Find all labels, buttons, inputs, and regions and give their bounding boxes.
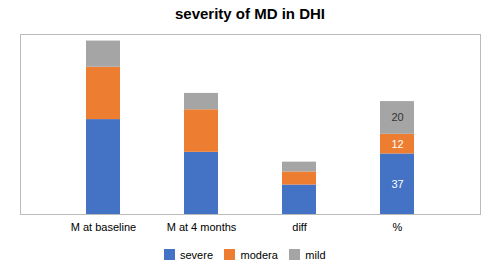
html-text:severe: severe: [180, 248, 213, 261]
svg-text:37: 37: [391, 178, 403, 190]
svg-text:M at baseline: M at baseline: [71, 221, 136, 233]
svg-text:12: 12: [391, 138, 403, 150]
html-text:mild: mild: [305, 248, 326, 261]
svg-text:%: %: [393, 221, 403, 233]
svg-text:M at 4 months: M at 4 months: [167, 221, 237, 233]
svg-text:20: 20: [391, 111, 403, 123]
html-text:severity of MD in DHI: severity of MD in DHI: [175, 5, 325, 22]
html-text:modera: modera: [240, 248, 278, 261]
svg-text:diff: diff: [292, 221, 307, 233]
